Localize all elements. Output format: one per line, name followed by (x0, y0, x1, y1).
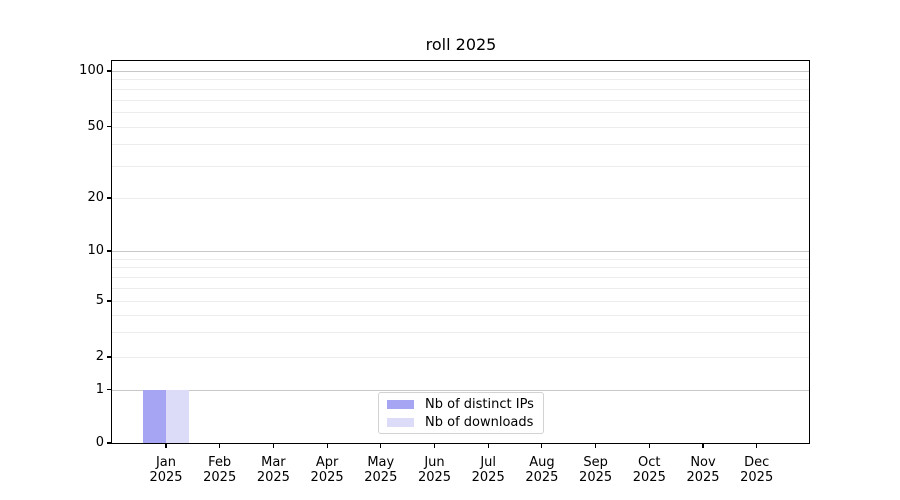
x-tick-mark (380, 443, 382, 448)
y-tick-label: 10 (87, 243, 104, 258)
legend-item-downloads: Nb of downloads (387, 415, 543, 430)
x-tick-label: Dec 2025 (740, 455, 774, 485)
y-tick-label: 1 (95, 381, 104, 397)
minor-gridline (112, 314, 809, 316)
minor-gridline (112, 79, 809, 81)
legend-label-distinct-ips: Nb of distinct IPs (425, 396, 534, 412)
x-tick-label: Aug 2025 (525, 455, 559, 485)
y-tick-mark (107, 70, 112, 72)
legend-swatch-downloads (387, 417, 414, 427)
y-tick-label: 50 (87, 118, 104, 134)
minor-gridline (112, 126, 809, 128)
minor-gridline (112, 267, 809, 269)
x-tick-label: May 2025 (364, 455, 398, 485)
x-tick-label: Mar 2025 (256, 455, 290, 485)
legend-item-distinct-ips: Nb of distinct IPs (387, 397, 543, 412)
y-tick-mark (107, 250, 112, 252)
x-tick-mark (756, 443, 758, 448)
minor-gridline (112, 357, 809, 358)
x-tick-mark (702, 443, 704, 448)
legend-swatch-distinct-ips (387, 399, 414, 409)
legend-label-downloads: Nb of downloads (425, 414, 534, 430)
x-tick-label: Jan 2025 (149, 455, 183, 485)
x-tick-label: Apr 2025 (310, 455, 344, 485)
minor-gridline (112, 301, 809, 302)
minor-gridline (112, 111, 809, 113)
minor-gridline (112, 88, 809, 90)
x-tick-label: Feb 2025 (203, 455, 237, 485)
minor-gridline (112, 166, 809, 168)
y-tick-mark (107, 125, 112, 128)
x-tick-label: Jun 2025 (417, 455, 452, 485)
y-tick-mark (107, 388, 112, 391)
major-gridline (112, 389, 809, 391)
minor-gridline (112, 198, 809, 199)
x-tick-mark (487, 443, 489, 448)
x-tick-mark (165, 443, 167, 448)
minor-gridline (112, 332, 809, 334)
minor-gridline (112, 276, 809, 278)
y-tick-mark (107, 197, 112, 199)
x-tick-mark (326, 443, 328, 448)
y-tick-mark (107, 442, 112, 444)
bar-nb-of-distinct-ips-jan-2025 (143, 389, 166, 443)
bar-nb-of-downloads-jan-2025 (166, 389, 189, 443)
x-tick-mark (541, 443, 543, 448)
y-tick-mark (107, 300, 112, 302)
chart-title: roll 2025 (425, 35, 497, 54)
x-tick-label: Sep 2025 (579, 455, 613, 485)
major-gridline (112, 71, 809, 72)
minor-gridline (112, 143, 809, 145)
y-tick-label: 5 (95, 293, 104, 308)
x-tick-mark (272, 443, 274, 448)
x-tick-mark (595, 443, 597, 448)
minor-gridline (112, 258, 809, 260)
x-tick-mark (433, 443, 436, 448)
y-tick-mark (107, 356, 112, 358)
x-tick-mark (219, 443, 221, 448)
legend: Nb of distinct IPs Nb of downloads (378, 392, 544, 434)
x-tick-mark (648, 443, 650, 448)
y-tick-label: 0 (95, 435, 104, 450)
y-tick-label: 100 (79, 63, 104, 78)
x-tick-label: Jul 2025 (471, 455, 505, 485)
major-gridline (112, 251, 809, 252)
plot-area (111, 60, 810, 444)
x-tick-label: Oct 2025 (632, 455, 666, 485)
minor-gridline (112, 287, 809, 289)
minor-gridline (112, 99, 809, 101)
x-tick-label: Nov 2025 (686, 455, 720, 485)
y-tick-label: 20 (87, 190, 104, 205)
y-tick-label: 2 (95, 349, 104, 364)
